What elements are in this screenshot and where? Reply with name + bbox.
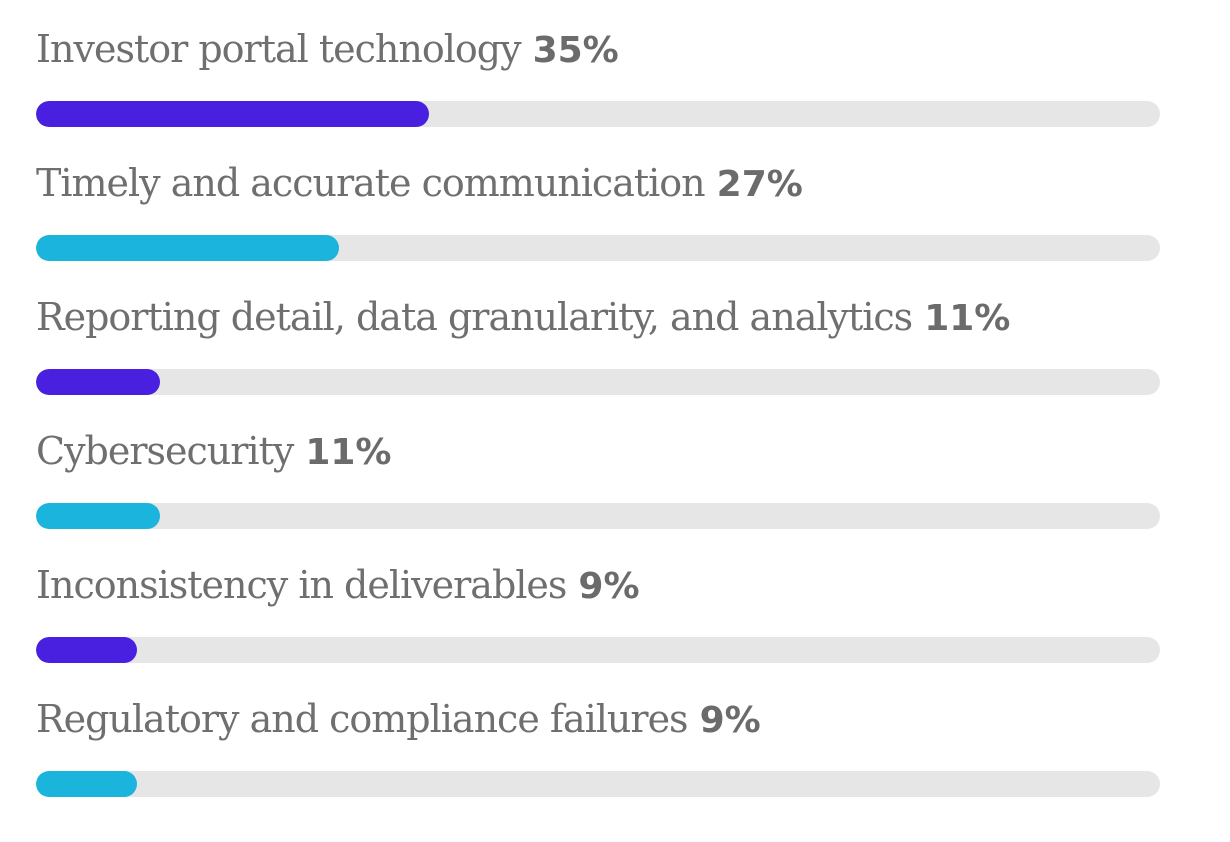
- value-label: 9%: [578, 566, 640, 607]
- row-label: Reporting detail, data granularity, and …: [36, 294, 1010, 340]
- category-label: Regulatory and compliance failures: [36, 697, 689, 741]
- bar-track: [36, 771, 1160, 797]
- chart-row: Regulatory and compliance failures 9%: [36, 670, 1160, 804]
- chart-row: Cybersecurity 11%: [36, 402, 1160, 536]
- value-label: 27%: [716, 164, 803, 205]
- category-label: Investor portal technology: [36, 27, 522, 71]
- category-label: Timely and accurate communication: [36, 161, 706, 205]
- chart-row: Timely and accurate communication 27%: [36, 134, 1160, 268]
- bar-track: [36, 503, 1160, 529]
- bar-fill: [36, 771, 137, 797]
- bar-fill: [36, 369, 160, 395]
- row-label: Regulatory and compliance failures 9%: [36, 696, 761, 742]
- value-label: 11%: [924, 298, 1011, 339]
- value-label: 9%: [699, 700, 761, 741]
- value-label: 35%: [532, 30, 619, 71]
- bar-track: [36, 235, 1160, 261]
- bar-track: [36, 369, 1160, 395]
- bar-fill: [36, 235, 339, 261]
- bar-fill: [36, 637, 137, 663]
- category-label: Inconsistency in deliverables: [36, 563, 567, 607]
- row-label: Cybersecurity 11%: [36, 428, 392, 474]
- chart-row: Reporting detail, data granularity, and …: [36, 268, 1160, 402]
- row-label: Inconsistency in deliverables 9%: [36, 562, 640, 608]
- bar-fill: [36, 503, 160, 529]
- chart-row: Inconsistency in deliverables 9%: [36, 536, 1160, 670]
- category-label: Cybersecurity: [36, 429, 294, 473]
- chart-row: Investor portal technology 35%: [36, 0, 1160, 134]
- row-label: Investor portal technology 35%: [36, 26, 619, 72]
- category-label: Reporting detail, data granularity, and …: [36, 295, 913, 339]
- bar-fill: [36, 101, 429, 127]
- row-label: Timely and accurate communication 27%: [36, 160, 803, 206]
- bar-track: [36, 101, 1160, 127]
- bar-track: [36, 637, 1160, 663]
- value-label: 11%: [305, 432, 392, 473]
